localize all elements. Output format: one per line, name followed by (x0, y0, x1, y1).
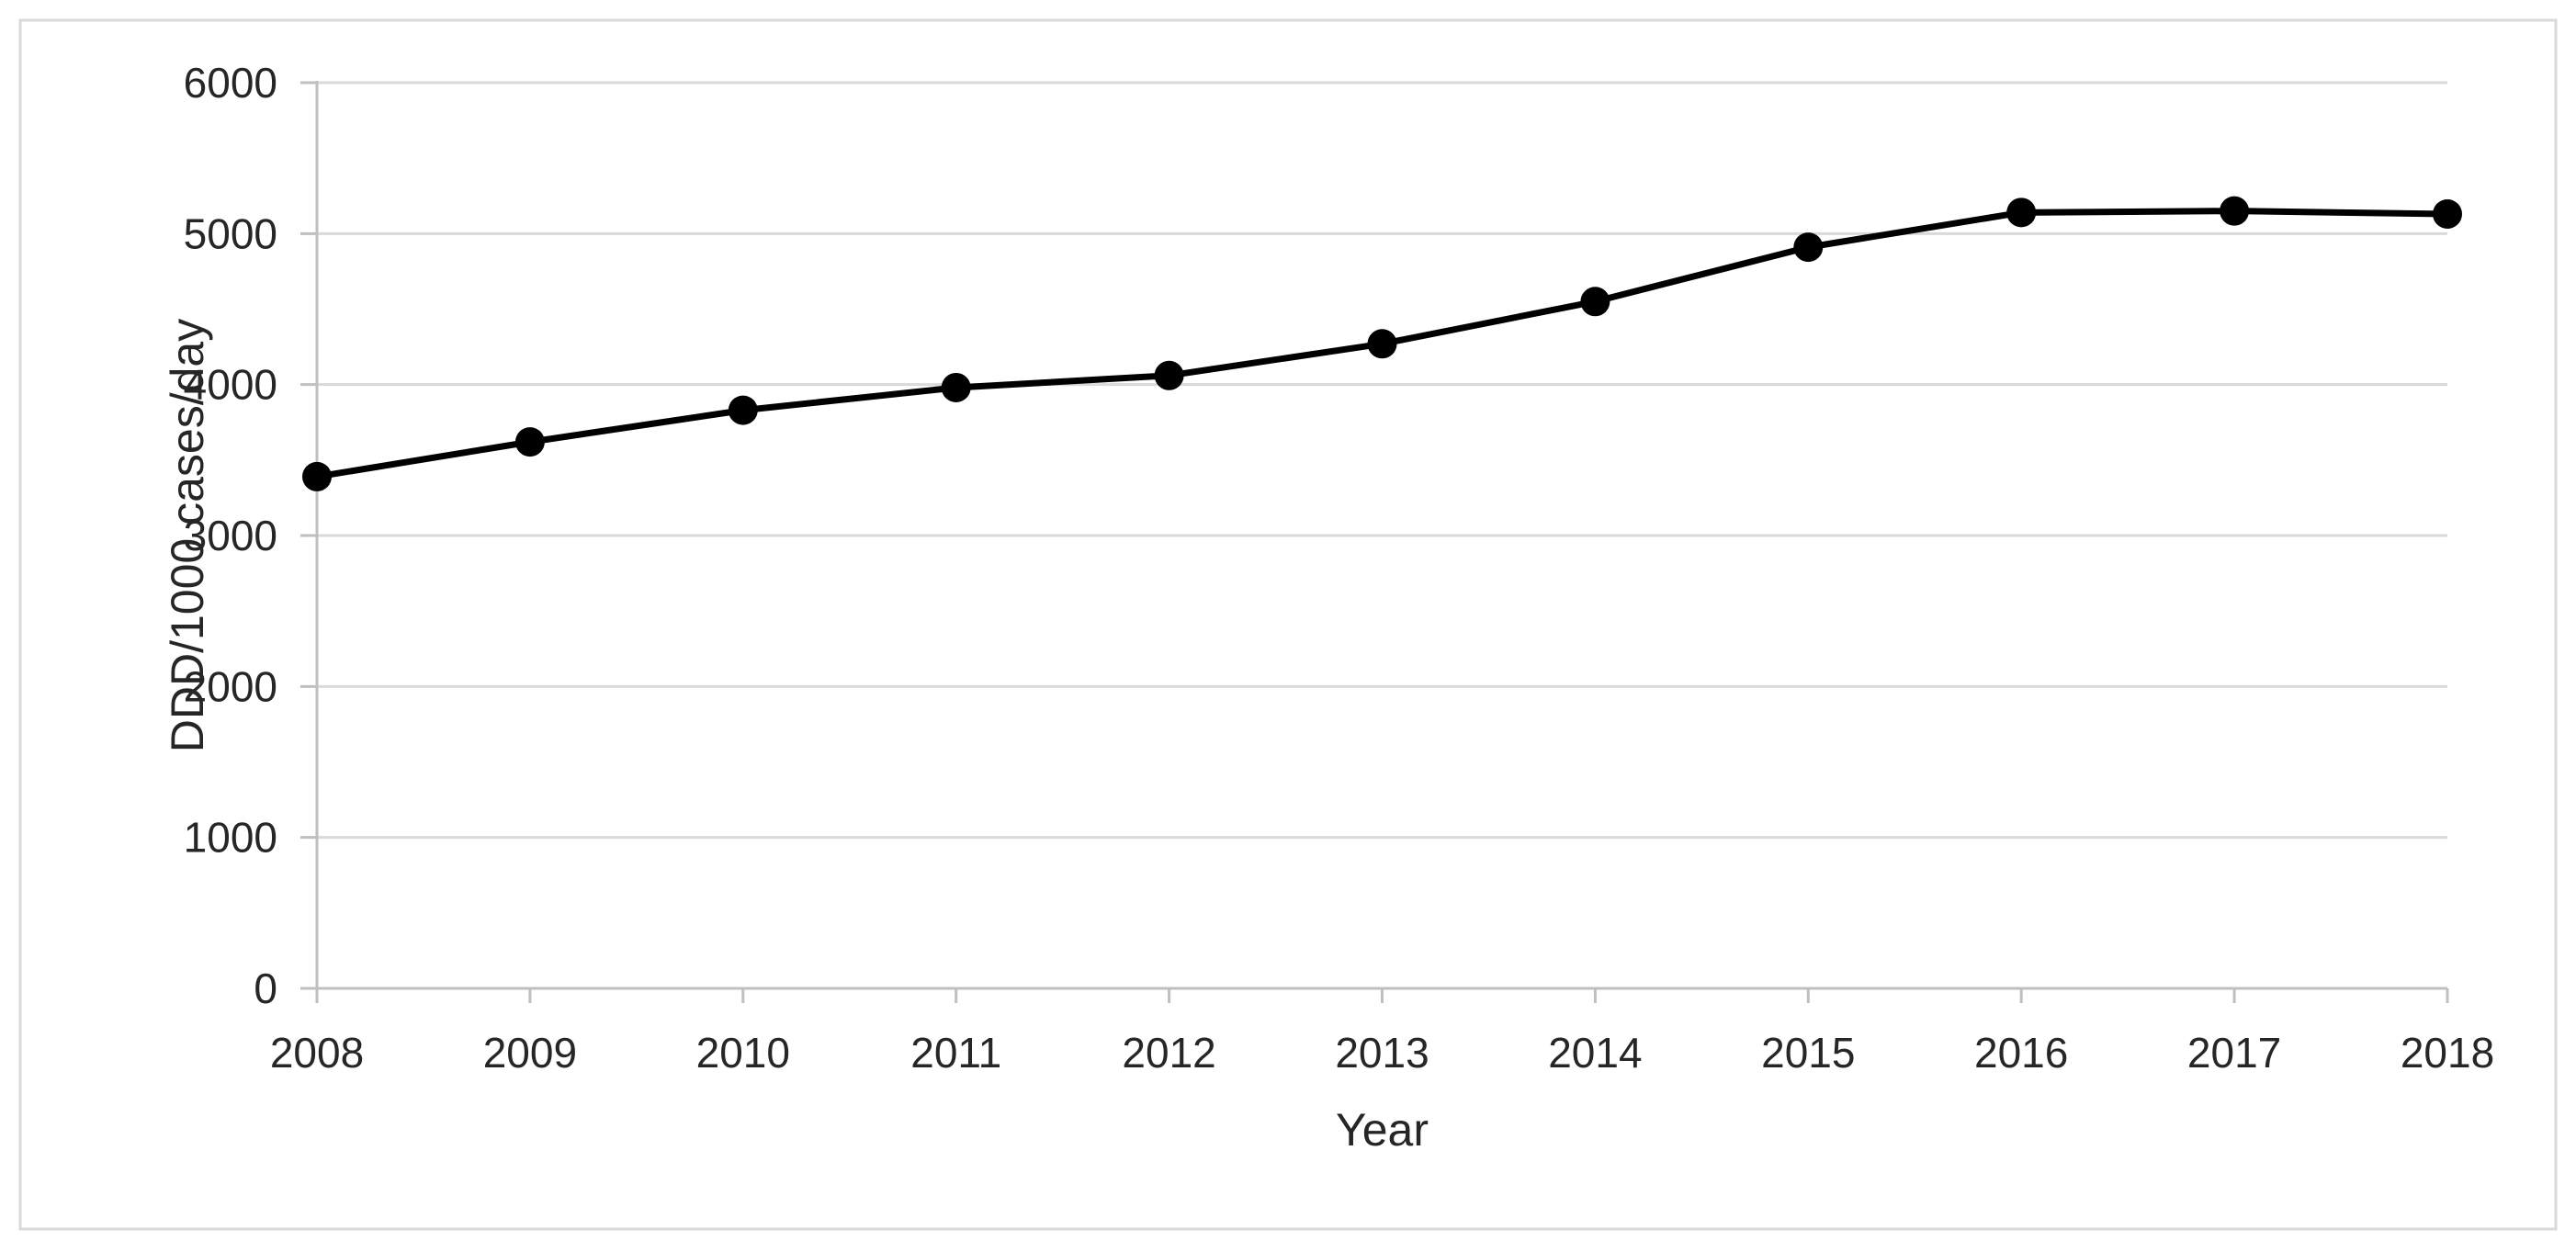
y-axis-title: DDD/1000 cases/day (162, 319, 213, 752)
gridline-layer (317, 81, 2447, 840)
data-point-2014 (1580, 287, 1610, 317)
data-point-2008 (302, 461, 332, 491)
x-tick-label: 2009 (483, 1029, 577, 1077)
data-point-2015 (1793, 232, 1824, 263)
y-tick-label: 4000 (184, 361, 277, 409)
axis-layer (300, 81, 2449, 1003)
figure-border-layer (18, 18, 2558, 1231)
x-axis-title: Year (1336, 1104, 1429, 1156)
x-tick-label: 2010 (696, 1029, 790, 1077)
y-tick-label: 2000 (184, 662, 277, 710)
y-tick-label: 3000 (184, 512, 277, 559)
data-point-2018 (2433, 198, 2462, 229)
label-layer: 0 1000 2000 3000 4000 5000 6000 2008 2009 2010 201… (162, 59, 2494, 1156)
x-tick-label: 2013 (1335, 1029, 1429, 1077)
x-tick-label: 2012 (1122, 1029, 1215, 1077)
series-layer (302, 196, 2462, 491)
data-point-2009 (514, 427, 545, 457)
x-tick-label: 2008 (270, 1029, 364, 1077)
y-tick-label: 0 (254, 964, 277, 1012)
data-point-2010 (728, 395, 758, 425)
data-point-2017 (2220, 196, 2250, 226)
y-tick-label: 1000 (184, 814, 277, 862)
y-tick-label: 5000 (184, 209, 277, 257)
x-tick-label: 2015 (1761, 1029, 1855, 1077)
data-point-2013 (1367, 329, 1397, 359)
data-point-2012 (1154, 360, 1184, 390)
x-tick-label: 2011 (910, 1029, 1001, 1077)
x-tick-label: 2017 (2187, 1029, 2281, 1077)
figure-border (18, 18, 2558, 1231)
x-tick-label: 2018 (2401, 1029, 2494, 1077)
y-tick-label: 6000 (184, 59, 277, 107)
x-tick-label: 2014 (1548, 1029, 1642, 1077)
data-point-2011 (941, 372, 971, 402)
data-point-2016 (2006, 197, 2037, 228)
x-tick-label: 2016 (1974, 1029, 2068, 1077)
